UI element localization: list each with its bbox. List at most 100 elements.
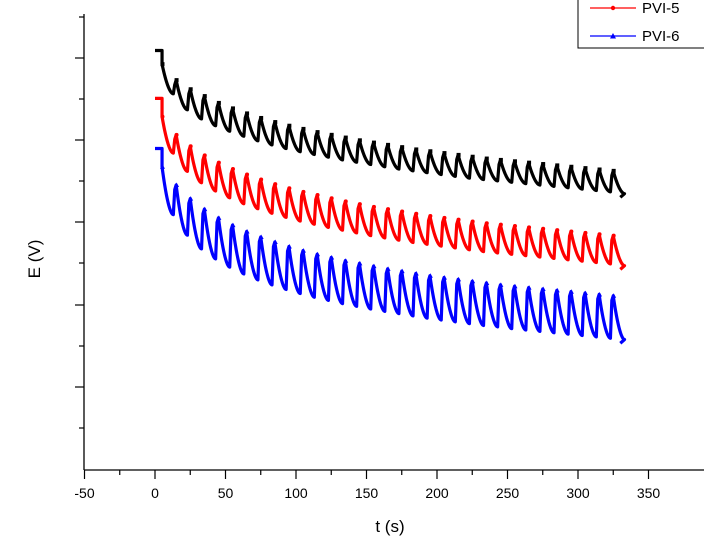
data-point xyxy=(597,167,602,172)
data-point xyxy=(371,140,376,145)
data-point xyxy=(343,135,348,140)
data-point xyxy=(188,87,193,92)
series-line xyxy=(155,48,627,199)
y-axis-title: E (V) xyxy=(25,240,44,279)
series-layer xyxy=(155,48,627,345)
x-tick-label: 200 xyxy=(425,485,449,501)
data-point xyxy=(498,157,503,162)
data-point xyxy=(286,244,292,249)
data-point xyxy=(399,268,405,274)
data-point xyxy=(512,283,518,289)
data-point xyxy=(526,285,532,290)
data-point xyxy=(230,106,235,111)
x-tick-labels: -50 0 50 100 150 200 250 300 350 xyxy=(74,485,660,501)
data-point xyxy=(202,206,208,212)
data-point xyxy=(512,224,517,229)
data-point xyxy=(555,228,560,233)
data-point xyxy=(414,147,419,152)
data-point xyxy=(540,286,546,291)
legend-label-pvi-6: PVI-6 xyxy=(642,28,680,45)
series-line xyxy=(155,146,627,345)
data-point xyxy=(456,152,461,157)
data-point xyxy=(258,234,264,239)
data-point xyxy=(272,239,278,244)
data-point xyxy=(160,114,165,119)
data-point xyxy=(273,120,278,125)
data-point xyxy=(300,248,306,253)
series-pvi-5 xyxy=(155,96,627,271)
data-point xyxy=(498,282,504,287)
series-pvi-6 xyxy=(155,146,627,345)
data-point xyxy=(357,260,363,266)
data-point xyxy=(245,111,250,116)
data-point xyxy=(498,222,503,227)
legend-label-pvi-5: PVI-5 xyxy=(642,0,680,17)
data-point xyxy=(427,273,433,278)
data-point xyxy=(301,189,306,194)
x-ticks xyxy=(83,470,650,479)
data-point xyxy=(315,193,320,198)
data-point xyxy=(527,225,532,230)
data-point xyxy=(512,159,517,164)
series-black xyxy=(155,48,627,199)
axes xyxy=(83,14,704,471)
data-point xyxy=(174,132,179,137)
data-point xyxy=(386,207,391,212)
data-point xyxy=(160,62,165,67)
data-point xyxy=(230,167,235,172)
data-point xyxy=(611,168,616,173)
x-tick-label: -50 xyxy=(74,485,94,501)
x-tick-label: 100 xyxy=(284,485,308,501)
data-point xyxy=(188,196,194,201)
data-point xyxy=(611,293,617,298)
data-point xyxy=(569,164,574,169)
data-point xyxy=(582,290,588,296)
data-point xyxy=(441,275,447,280)
data-point xyxy=(245,172,250,177)
data-point xyxy=(287,186,292,191)
data-point xyxy=(301,126,306,131)
data-point xyxy=(541,162,546,167)
data-point xyxy=(484,156,489,161)
y-ticks xyxy=(75,16,84,429)
data-point xyxy=(385,266,391,271)
data-point xyxy=(357,138,362,143)
data-point xyxy=(400,209,405,214)
data-point xyxy=(470,219,475,224)
data-point xyxy=(597,232,602,237)
data-point xyxy=(371,204,376,209)
data-point xyxy=(428,149,433,154)
data-point xyxy=(343,199,348,204)
data-point xyxy=(315,251,321,257)
data-point xyxy=(329,132,334,137)
x-tick-label: 150 xyxy=(355,485,379,501)
data-point xyxy=(611,233,616,238)
data-point xyxy=(428,214,433,219)
data-point xyxy=(202,153,207,158)
data-point xyxy=(259,115,264,120)
x-axis-title: t (s) xyxy=(375,517,404,536)
data-point xyxy=(414,211,419,216)
x-tick-label: 250 xyxy=(496,485,520,501)
data-point xyxy=(583,166,588,171)
legend-marker-pvi-6 xyxy=(610,33,616,39)
data-point xyxy=(357,202,362,207)
data-point xyxy=(216,100,221,105)
data-point xyxy=(456,276,462,282)
data-point xyxy=(315,130,320,135)
data-point xyxy=(527,160,532,165)
data-point xyxy=(371,263,377,269)
data-point xyxy=(216,215,222,220)
data-point xyxy=(244,229,250,234)
data-point xyxy=(400,145,405,150)
data-point xyxy=(174,182,180,187)
legend-box xyxy=(577,0,704,49)
x-tick-label: 350 xyxy=(637,485,661,501)
data-point xyxy=(413,270,419,276)
data-point xyxy=(188,144,193,149)
data-point xyxy=(583,230,588,235)
data-point xyxy=(230,222,236,228)
data-point xyxy=(554,287,560,293)
data-point xyxy=(159,164,165,169)
